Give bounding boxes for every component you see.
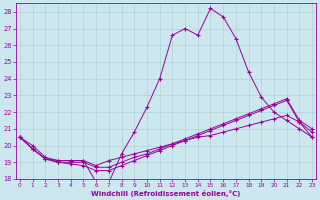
- X-axis label: Windchill (Refroidissement éolien,°C): Windchill (Refroidissement éolien,°C): [91, 190, 241, 197]
